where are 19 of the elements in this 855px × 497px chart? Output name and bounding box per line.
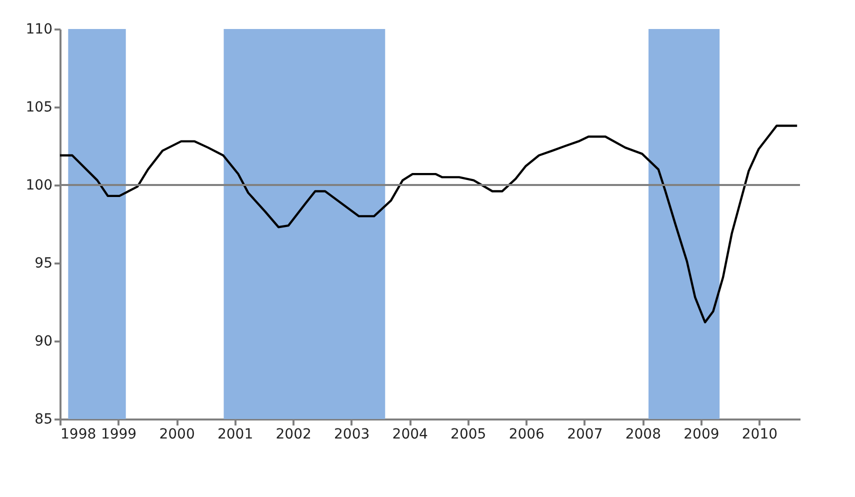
y-tick-label: 110	[26, 22, 52, 38]
y-tick-label: 90	[34, 334, 52, 350]
x-tick-label: 2005	[450, 426, 486, 442]
y-tick-label: 95	[34, 256, 52, 272]
x-tick-label: 2008	[625, 426, 661, 442]
x-tick-label: 2006	[508, 426, 545, 442]
x-tick-label: 2003	[334, 426, 370, 442]
x-tick-label: 2010	[742, 426, 778, 442]
x-tick-label: 1998	[60, 426, 96, 442]
x-tick-label: 2004	[392, 426, 428, 442]
x-tick-label: 2001	[217, 426, 254, 442]
y-tick-label: 85	[34, 412, 52, 428]
y-tick-label: 105	[26, 100, 52, 116]
x-tick-label: 2009	[684, 426, 720, 442]
x-tick-label: 2007	[567, 426, 603, 442]
x-tick-label: 1999	[100, 426, 137, 442]
x-tick-label: 2000	[159, 426, 195, 442]
y-tick-label: 100	[26, 178, 52, 194]
x-tick-label: 2002	[276, 426, 312, 442]
